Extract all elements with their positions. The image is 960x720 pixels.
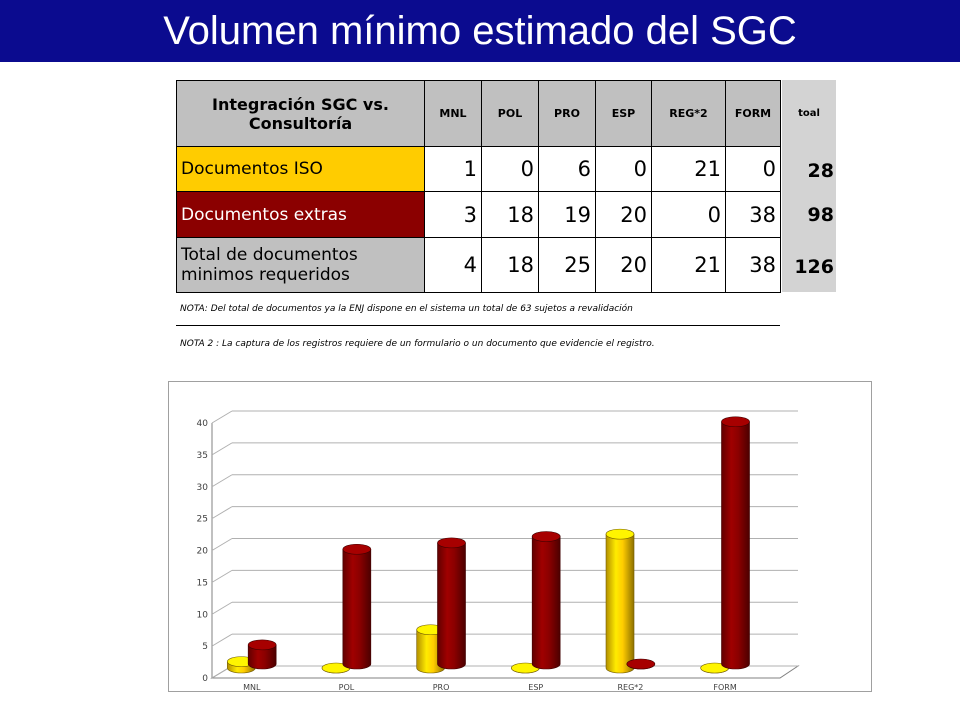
table-row-extras: Documentos extras 3 18 19 20 0 38 — [176, 191, 781, 238]
bar-extras-pro-top — [437, 537, 466, 549]
table-cell: 21 — [651, 146, 726, 192]
bar-extras-pol-top — [342, 543, 372, 555]
y-tick-label: 25 — [197, 515, 208, 525]
y-tick-label: 0 — [202, 674, 208, 684]
x-tick-label-mnl: MNL — [243, 683, 261, 692]
gridline-side — [211, 569, 233, 583]
y-tick-label: 5 — [202, 642, 208, 652]
total-value-iso: 28 — [807, 160, 834, 182]
table-cell: 18 — [481, 191, 539, 238]
col-header-reg: REG*2 — [651, 80, 726, 147]
bar-iso-pol — [321, 662, 351, 674]
gridline-side — [211, 410, 233, 424]
gridline-side — [211, 506, 233, 520]
y-tick-label: 15 — [197, 578, 208, 588]
bar-extras-form — [721, 416, 750, 670]
bar-iso-esp — [511, 662, 540, 674]
col-header-pol: POL — [481, 80, 539, 147]
table-cell: 38 — [725, 237, 781, 293]
table-row-iso: Documentos ISO 1 0 6 0 21 0 — [176, 146, 781, 192]
table-row-total: Total de documentos minimos requeridos 4… — [176, 237, 781, 293]
bar-extras-pro — [437, 537, 466, 670]
bar-extras-pro-body — [437, 542, 466, 670]
gridline-side — [211, 601, 233, 615]
y-tick-label: 30 — [197, 483, 209, 493]
table-cell: 18 — [481, 237, 539, 293]
total-value-extras: 98 — [807, 204, 834, 226]
row-label-total-line1: Total de documentos — [181, 245, 358, 265]
bar-extras-mnl-top — [247, 639, 277, 651]
table-cell: 6 — [538, 146, 596, 192]
col-header-mnl: MNL — [424, 80, 482, 147]
total-header: toal — [798, 108, 820, 119]
table-cell: 0 — [725, 146, 781, 192]
row-label-total-line2: minimos requeridos — [181, 265, 350, 285]
table-cell: 1 — [424, 146, 482, 192]
x-tick-label-reg2: REG*2 — [617, 683, 643, 692]
gridline-side — [211, 538, 233, 551]
bar-extras-esp — [531, 531, 561, 670]
note-1: NOTA: Del total de documentos ya la ENJ … — [180, 304, 633, 314]
table-cell: 0 — [595, 146, 652, 192]
row-label-iso: Documentos ISO — [176, 146, 425, 192]
table-header-row: Integración SGC vs. Consultoría MNL POL … — [176, 80, 781, 147]
table-cell: 20 — [595, 191, 652, 238]
row-label-total: Total de documentos minimos requeridos — [176, 237, 425, 293]
table-cell: 38 — [725, 191, 781, 238]
bar-extras-reg2-top — [626, 658, 656, 670]
table-cell: 20 — [595, 237, 652, 293]
table-cell: 0 — [651, 191, 726, 238]
y-tick-label: 10 — [197, 610, 209, 620]
bar-extras-form-top — [721, 416, 750, 428]
header-main-line1: Integración SGC vs. — [212, 94, 389, 114]
table-cell: 19 — [538, 191, 596, 238]
x-tick-label-pro: PRO — [433, 683, 450, 692]
total-value-all: 126 — [794, 256, 834, 278]
bar-extras-esp-top — [531, 531, 561, 542]
bar-extras-form-body — [721, 421, 750, 670]
bar-iso-reg2-body — [605, 533, 635, 674]
total-column — [782, 80, 836, 292]
bar-iso-reg2-top — [605, 528, 635, 540]
col-header-pro: PRO — [538, 80, 596, 147]
row-label-extras: Documentos extras — [176, 191, 425, 238]
bar-extras-mnl — [247, 639, 277, 670]
x-tick-label-esp: ESP — [528, 683, 543, 692]
col-header-esp: ESP — [595, 80, 652, 147]
bar-extras-reg2 — [626, 658, 656, 670]
bar-extras-esp-body — [531, 536, 561, 670]
y-tick-label: 35 — [197, 451, 208, 461]
table-header-main: Integración SGC vs. Consultoría — [176, 80, 425, 147]
x-tick-label-pol: POL — [339, 683, 355, 692]
table-cell: 4 — [424, 237, 482, 293]
x-tick-label-form: FORM — [713, 683, 736, 692]
bar-extras-pol-body — [342, 548, 372, 670]
y-tick-label: 20 — [197, 547, 209, 557]
bar-chart: 0 5 10 15 20 25 30 35 40 MNL POL PRO ESP REG*2 FORM — [197, 410, 800, 692]
summary-table: Integración SGC vs. Consultoría MNL POL … — [176, 80, 781, 293]
slide-title: Volumen mínimo estimado del SGC — [0, 0, 960, 62]
gridline-side — [211, 474, 233, 488]
table-cell: 0 — [481, 146, 539, 192]
table-cell: 3 — [424, 191, 482, 238]
bar-extras-pol — [342, 543, 372, 670]
table-cell: 25 — [538, 237, 596, 293]
y-tick-label: 40 — [197, 419, 209, 429]
note-2: NOTA 2 : La captura de los registros req… — [180, 339, 655, 349]
gridline-side — [211, 633, 233, 647]
bar-iso-reg2 — [605, 528, 635, 674]
chart-frame — [168, 381, 872, 692]
gridline-side — [211, 442, 233, 456]
bar-iso-form — [700, 662, 729, 674]
col-header-form: FORM — [725, 80, 781, 147]
table-cell: 21 — [651, 237, 726, 293]
bar-extras-mnl-body — [247, 644, 277, 670]
note-divider — [176, 325, 780, 326]
header-main-line2: Consultoría — [248, 113, 353, 133]
